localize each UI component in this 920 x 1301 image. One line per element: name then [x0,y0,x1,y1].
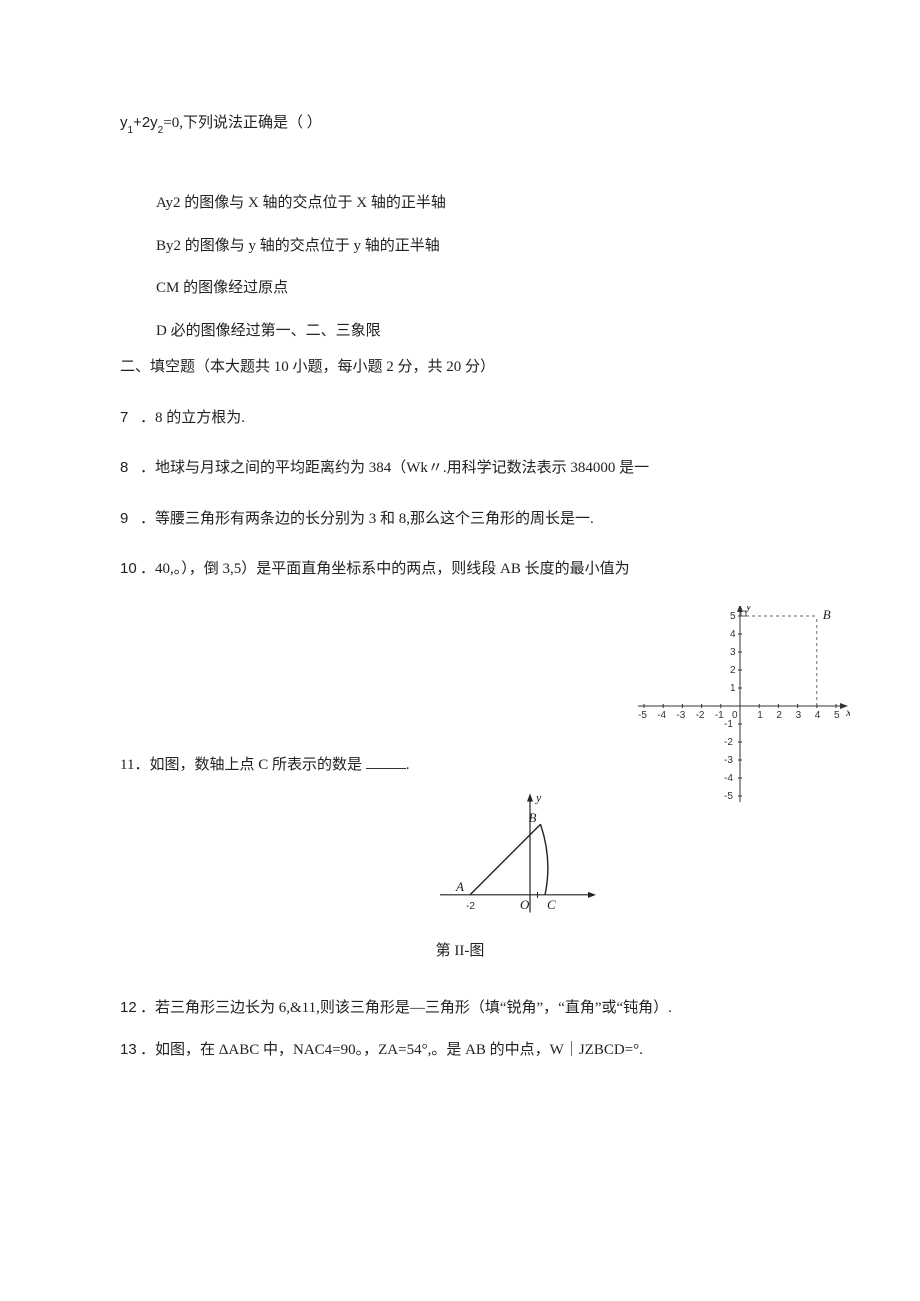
q6-optA: Ay2 的图像与 X 轴的交点位于 X 轴的正半轴 [156,192,800,215]
svg-text:2: 2 [730,665,736,676]
svg-text:0: 0 [732,710,738,721]
svg-text:-5: -5 [724,791,733,802]
svg-text:C: C [547,897,556,912]
section2-header: 二、填空题（本大题共 10 小题，每小题 2 分，共 20 分） [120,356,800,379]
q8-num: 8 [120,457,140,480]
coordinate-grid-figure: yx -5-4-3-2-112345-5-4-3-2-1123450 B [630,606,850,806]
triangle-figure: y -2A B O C [430,786,600,926]
svg-text:4: 4 [815,710,821,721]
q6-options: Ay2 的图像与 X 轴的交点位于 X 轴的正半轴 By2 的图像与 y 轴的交… [120,192,800,342]
q10: 10．40,。），倒 3,5）是平面直角坐标系中的两点，则线段 AB 长度的最小… [120,558,800,581]
svg-text:A: A [455,879,464,894]
svg-text:1: 1 [730,683,736,694]
q13: 13．如图，在 ΔABC 中，NAC4=90。，ZA=54°,。是 AB 的中点… [120,1039,820,1062]
q10-num: 10 [120,558,140,581]
q10-text: ．40,。），倒 3,5）是平面直角坐标系中的两点，则线段 AB 长度的最小值为 [140,561,630,577]
svg-text:5: 5 [834,710,840,721]
svg-text:-1: -1 [715,710,724,721]
svg-text:-2: -2 [724,737,733,748]
svg-text:-3: -3 [676,710,685,721]
svg-text:-2: -2 [466,901,475,912]
q12-num: 12 [120,997,140,1020]
q6-mid: +2y [133,114,158,131]
q6-sub1: 1 [128,125,134,136]
q6-sub2: 2 [158,125,164,136]
svg-text:4: 4 [730,629,736,640]
q11: 11．如图，数轴上点 C 所表示的数是 . [120,754,409,777]
q9-text: ．等腰三角形有两条边的长分别为 3 和 8,那么这个三角形的周长是一. [140,511,594,527]
svg-text:y: y [535,791,542,805]
svg-text:-4: -4 [657,710,666,721]
q8: 8．地球与月球之间的平均距离约为 384（Wk〃.用科学记数法表示 384000… [120,457,800,480]
q12: 12．若三角形三边长为 6,&11,则该三角形是—三角形（填“锐角”，“直角”或… [120,997,820,1020]
figure-caption: 第 II-图 [0,940,920,963]
q7: 7．8 的立方根为. [120,407,800,430]
q6-tail: =0,下列说法正确是（ ） [163,115,321,131]
svg-text:B: B [529,810,537,825]
svg-text:5: 5 [730,611,736,622]
q6-y1: y [120,114,128,131]
q9-num: 9 [120,508,140,531]
svg-text:2: 2 [776,710,782,721]
q6-optD: D 必的图像经过第一、二、三象限 [156,320,800,343]
q13-num: 13 [120,1039,140,1062]
svg-text:-5: -5 [638,710,647,721]
q6-stem: y1+2y2=0,下列说法正确是（ ） [120,112,800,136]
q12-text: ．若三角形三边长为 6,&11,则该三角形是—三角形（填“锐角”，“直角”或“钝… [140,1000,672,1016]
svg-text:3: 3 [730,647,736,658]
svg-text:-3: -3 [724,755,733,766]
svg-text:1: 1 [757,710,763,721]
q11-text: 11．如图，数轴上点 C 所表示的数是 [120,757,362,773]
q9: 9．等腰三角形有两条边的长分别为 3 和 8,那么这个三角形的周长是一. [120,508,800,531]
q11-blank [366,755,406,770]
svg-text:-4: -4 [724,773,733,784]
svg-text:B: B [823,607,831,622]
svg-text:-2: -2 [696,710,705,721]
q6-optB: By2 的图像与 y 轴的交点位于 y 轴的正半轴 [156,235,800,258]
q7-num: 7 [120,407,140,430]
q13-text: ．如图，在 ΔABC 中，NAC4=90。，ZA=54°,。是 AB 的中点，W… [140,1042,643,1058]
q7-text: ．8 的立方根为. [140,410,245,426]
svg-text:O: O [520,897,530,912]
q8-text: ．地球与月球之间的平均距离约为 384（Wk〃.用科学记数法表示 384000 … [140,460,649,476]
svg-text:3: 3 [796,710,802,721]
exam-page: y1+2y2=0,下列说法正确是（ ） Ay2 的图像与 X 轴的交点位于 X … [0,0,920,1301]
svg-text:x: x [845,705,850,719]
q6-optC: CM 的图像经过原点 [156,277,800,300]
